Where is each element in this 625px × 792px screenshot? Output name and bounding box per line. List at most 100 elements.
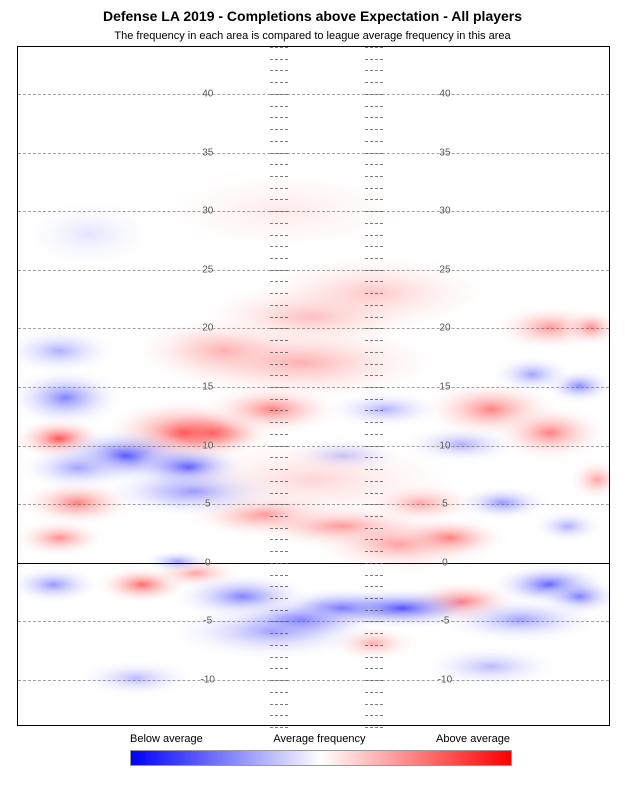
hash-tick <box>270 586 288 587</box>
hash-tick <box>270 680 288 681</box>
hash-tick <box>270 340 288 341</box>
yard-number: 10 <box>202 440 213 451</box>
hash-tick <box>270 223 288 224</box>
yard-gridline <box>18 270 609 271</box>
yard-gridline <box>18 680 609 681</box>
hash-tick <box>270 551 288 552</box>
yard-number: 40 <box>439 88 450 99</box>
hash-tick <box>365 340 383 341</box>
hash-tick <box>365 598 383 599</box>
hash-tick <box>365 153 383 154</box>
hash-tick <box>270 422 288 423</box>
hash-tick <box>365 481 383 482</box>
yard-number: 5 <box>205 499 211 510</box>
hash-tick <box>365 645 383 646</box>
hash-tick <box>365 188 383 189</box>
hash-tick <box>365 410 383 411</box>
hash-tick <box>365 246 383 247</box>
yard-number: 35 <box>202 147 213 158</box>
hash-tick <box>365 469 383 470</box>
hash-tick <box>365 493 383 494</box>
hash-tick <box>270 446 288 447</box>
hash-tick <box>365 328 383 329</box>
hash-tick <box>270 516 288 517</box>
hash-tick <box>270 539 288 540</box>
hash-tick <box>270 410 288 411</box>
hash-tick <box>270 610 288 611</box>
yard-number: -10 <box>201 675 215 686</box>
hash-tick <box>270 481 288 482</box>
yard-number: 30 <box>202 206 213 217</box>
hash-tick <box>365 235 383 236</box>
hash-tick <box>365 715 383 716</box>
hash-tick <box>270 328 288 329</box>
hash-tick <box>270 434 288 435</box>
hash-tick <box>365 528 383 529</box>
hash-tick <box>270 493 288 494</box>
hash-tick <box>270 668 288 669</box>
hash-tick <box>270 211 288 212</box>
hash-tick <box>365 176 383 177</box>
hash-tick <box>365 551 383 552</box>
hash-tick <box>365 516 383 517</box>
yard-gridline <box>18 504 609 505</box>
hash-tick <box>365 364 383 365</box>
hash-tick <box>270 504 288 505</box>
hash-tick <box>365 270 383 271</box>
hash-tick <box>270 469 288 470</box>
yard-gridline <box>18 621 609 622</box>
hash-tick <box>270 141 288 142</box>
hash-tick <box>365 258 383 259</box>
hash-tick <box>270 70 288 71</box>
field-heatmap: -10-50510152025303540-10-505101520253035… <box>17 46 610 726</box>
yard-number: -5 <box>203 616 212 627</box>
hash-tick <box>365 704 383 705</box>
hash-tick <box>270 352 288 353</box>
hash-tick <box>365 117 383 118</box>
hash-tick <box>365 94 383 95</box>
hash-tick <box>365 563 383 564</box>
hash-tick <box>270 106 288 107</box>
hash-tick <box>365 610 383 611</box>
legend-colorbar <box>130 750 512 766</box>
hash-tick <box>270 293 288 294</box>
hash-tick <box>365 106 383 107</box>
yard-number: 5 <box>442 499 448 510</box>
hash-tick <box>270 258 288 259</box>
hash-tick <box>270 399 288 400</box>
hash-tick <box>365 422 383 423</box>
hash-tick <box>270 387 288 388</box>
hash-tick <box>270 305 288 306</box>
hash-tick <box>270 153 288 154</box>
yard-gridline <box>18 446 609 447</box>
hash-tick <box>270 246 288 247</box>
hash-tick <box>270 598 288 599</box>
hash-tick <box>270 704 288 705</box>
hash-tick <box>270 317 288 318</box>
hash-tick <box>365 633 383 634</box>
hash-tick <box>270 657 288 658</box>
yard-number: -5 <box>441 616 450 627</box>
hash-tick <box>270 129 288 130</box>
yard-number: 20 <box>439 323 450 334</box>
yard-number: 15 <box>202 382 213 393</box>
hash-tick <box>270 727 288 728</box>
hash-tick <box>270 270 288 271</box>
hash-tick <box>365 47 383 48</box>
yard-gridline <box>18 328 609 329</box>
hash-tick <box>270 364 288 365</box>
line-of-scrimmage <box>18 563 609 564</box>
hash-tick <box>365 727 383 728</box>
hash-tick <box>365 59 383 60</box>
hash-tick <box>270 457 288 458</box>
hash-tick <box>270 528 288 529</box>
hash-tick <box>270 645 288 646</box>
yard-number: 0 <box>205 557 211 568</box>
hash-tick <box>270 281 288 282</box>
hash-tick <box>270 633 288 634</box>
yard-number: 25 <box>439 264 450 275</box>
hash-tick <box>270 621 288 622</box>
hash-tick <box>365 657 383 658</box>
yard-number: 15 <box>439 382 450 393</box>
chart-title: Defense LA 2019 - Completions above Expe… <box>0 8 625 24</box>
